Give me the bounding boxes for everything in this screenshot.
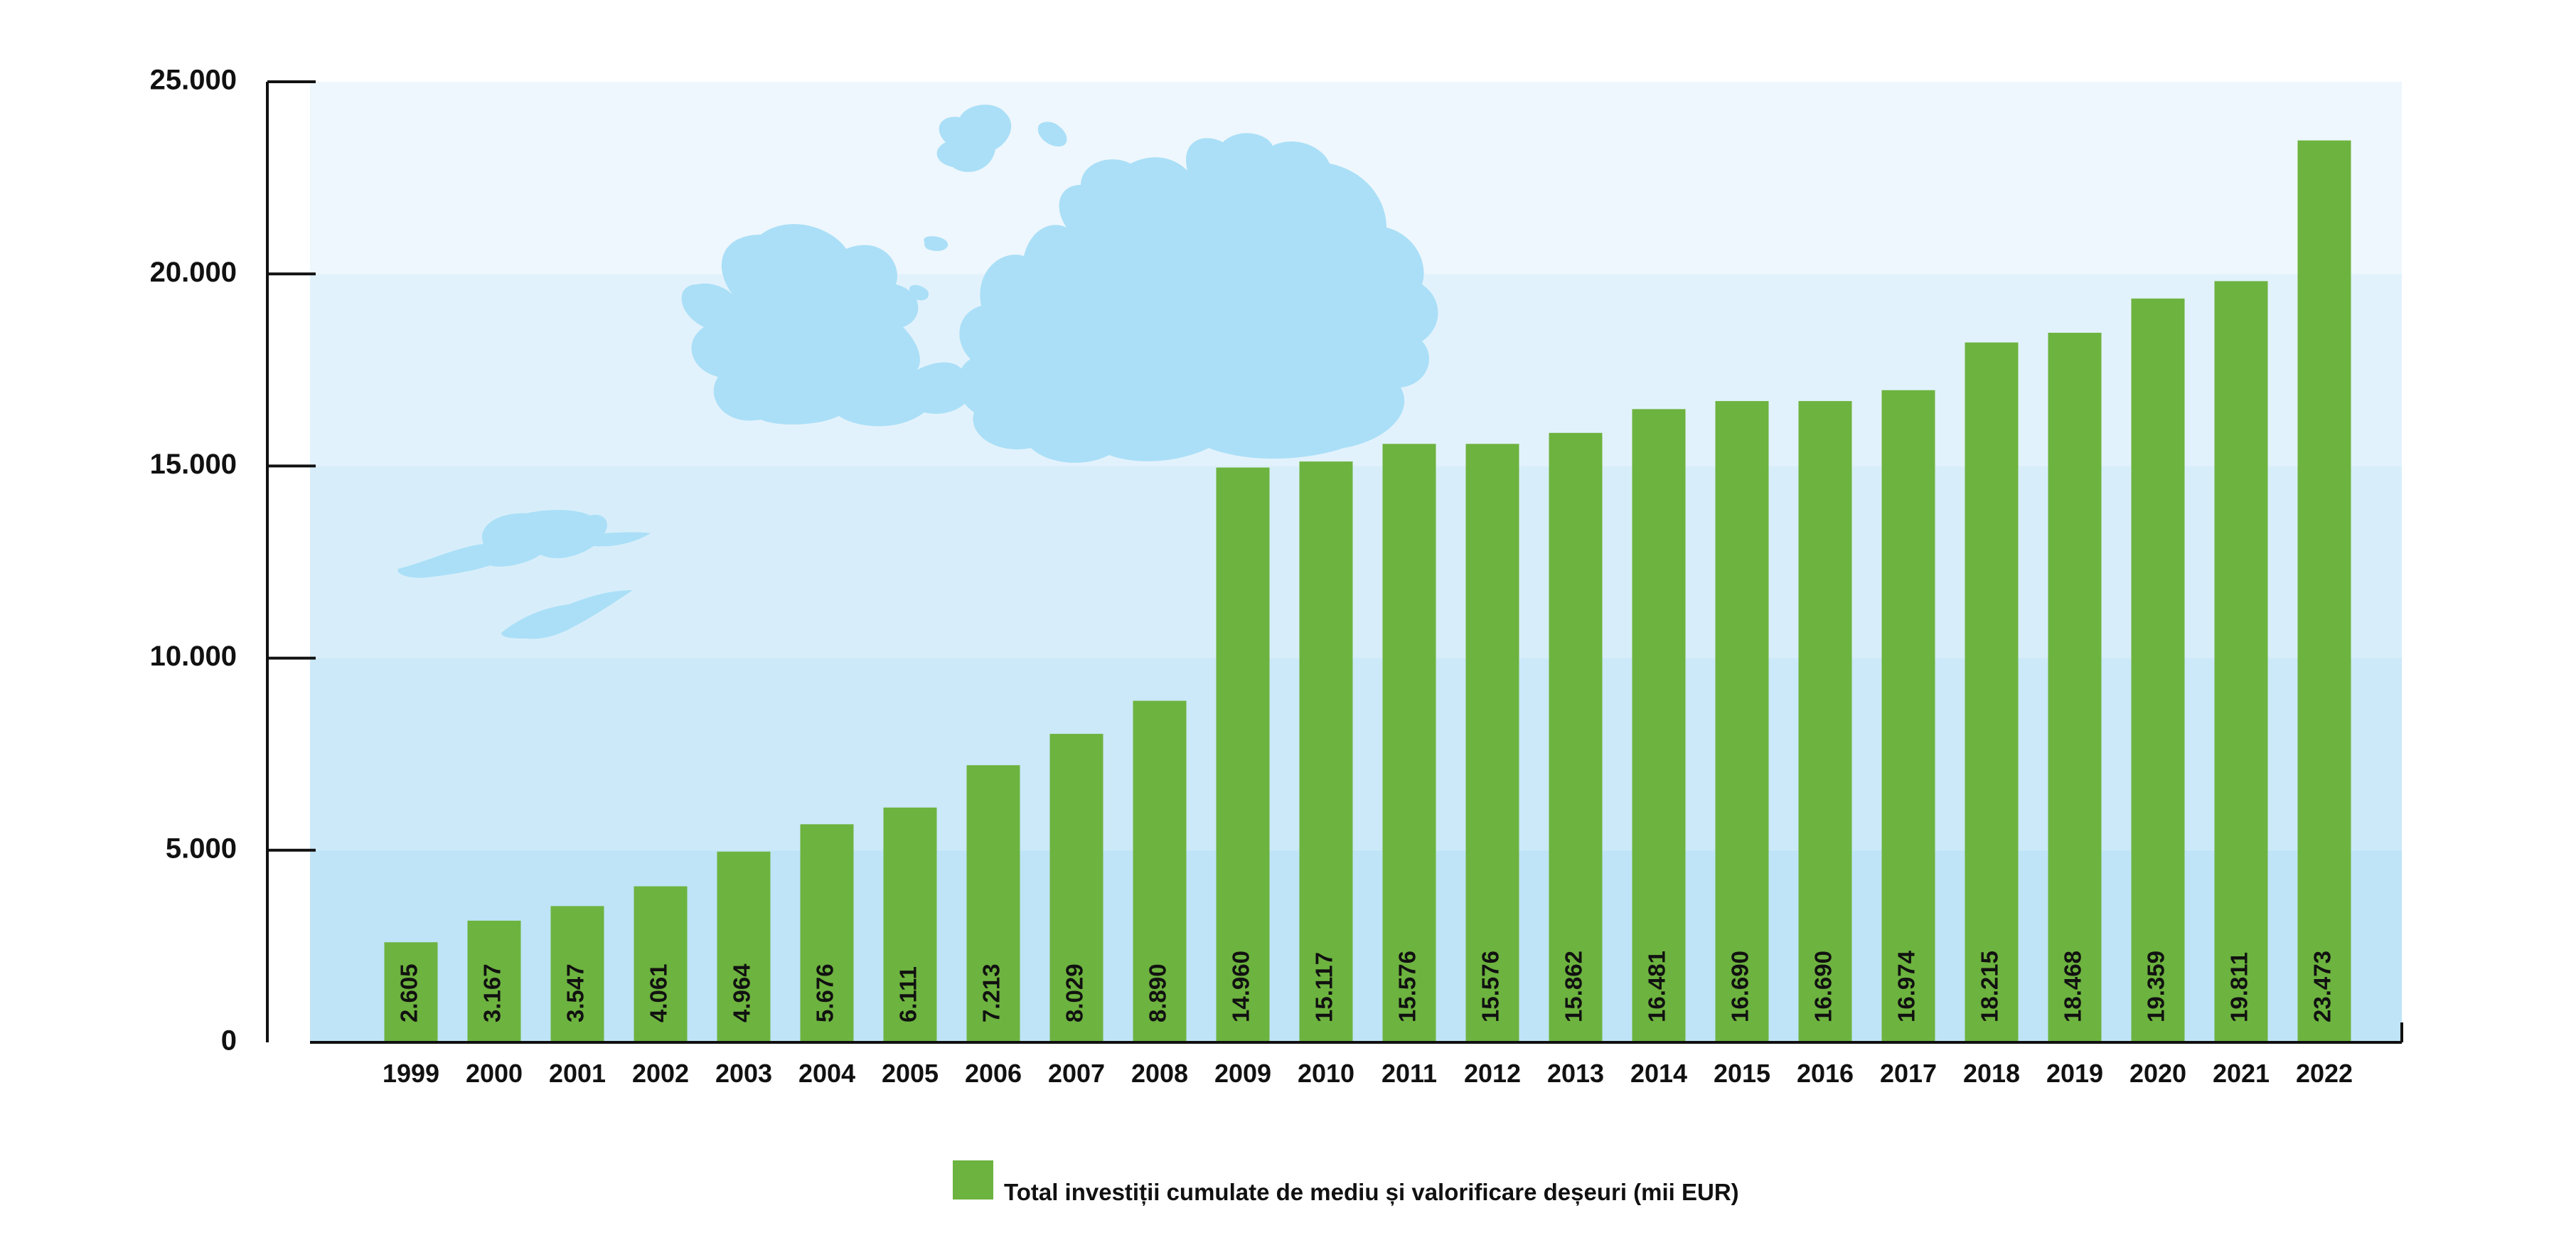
y-tick-label: 10.000	[150, 641, 237, 672]
bar-value-label: 18.215	[1977, 951, 2003, 1022]
cloud-decoration	[397, 105, 1438, 639]
bar	[883, 807, 937, 1042]
bar-value-label: 3.167	[479, 963, 506, 1022]
x-axis-tick-labels: 1999 2000 2001 2002 2003 2004 2005 2006 2007 2008…	[383, 1059, 2353, 1088]
cloud-small-left	[397, 510, 651, 578]
cloud-speck-5	[1222, 228, 1251, 249]
bar	[2048, 332, 2102, 1043]
x-tick-label: 2016	[1797, 1059, 1854, 1088]
bar	[384, 942, 438, 1042]
x-tick-label: 1999	[383, 1059, 439, 1088]
bar-value-label: 7.213	[978, 963, 1005, 1022]
bar	[1549, 432, 1603, 1042]
cloud-shape-top	[936, 105, 1012, 172]
bar	[1632, 409, 1686, 1042]
bar-value-label: 15.576	[1477, 951, 1504, 1022]
y-axis-tick-labels: 0 5.000 10.000 15.000 20.000 25.000	[150, 65, 237, 1057]
bars-group	[384, 140, 2351, 1043]
x-tick-label: 2005	[882, 1059, 939, 1088]
bar-value-label: 4.061	[646, 963, 672, 1022]
bar	[467, 920, 521, 1042]
bar-value-label: 8.029	[1062, 963, 1088, 1022]
y-tick-label: 20.000	[150, 257, 237, 288]
x-tick-label: 2008	[1131, 1059, 1188, 1088]
bar	[966, 765, 1020, 1042]
bar	[1299, 461, 1353, 1042]
bar	[1216, 467, 1270, 1042]
bar-value-label: 14.960	[1228, 951, 1254, 1022]
bar-value-label: 2.605	[396, 963, 422, 1022]
bar-value-label: 15.117	[1311, 952, 1337, 1022]
bar	[1715, 401, 1769, 1042]
legend-label: Total investiții cumulate de mediu și va…	[1004, 1179, 1739, 1206]
cloud-wisp-left	[501, 590, 633, 639]
x-tick-label: 2013	[1547, 1059, 1604, 1088]
x-tick-label: 2017	[1880, 1059, 1937, 1088]
x-tick-label: 2002	[632, 1059, 689, 1088]
bar	[1049, 734, 1103, 1042]
bar-value-label: 15.576	[1394, 951, 1421, 1022]
x-tick-label: 2009	[1214, 1059, 1271, 1088]
bar	[634, 886, 688, 1042]
bar-value-label: 4.964	[729, 963, 755, 1022]
bar	[1798, 401, 1852, 1042]
bar	[800, 824, 854, 1042]
cloud-speck-3	[909, 284, 929, 301]
x-tick-label: 2020	[2129, 1059, 2186, 1088]
x-tick-label: 2012	[1464, 1059, 1521, 1088]
bar	[1133, 700, 1187, 1042]
bar	[1881, 390, 1935, 1042]
x-tick-label: 2001	[549, 1059, 606, 1088]
legend-swatch	[953, 1160, 993, 1199]
bar	[1465, 444, 1519, 1042]
bar-value-label: 6.111	[895, 966, 921, 1022]
x-tick-label: 2004	[798, 1059, 855, 1088]
y-tick-label: 0	[221, 1025, 237, 1057]
x-tick-label: 2000	[466, 1059, 523, 1088]
x-tick-label: 2014	[1630, 1059, 1687, 1088]
x-tick-label: 2019	[2046, 1059, 2103, 1088]
bar-value-label: 18.468	[2060, 951, 2086, 1022]
bar-value-label: 16.481	[1644, 951, 1670, 1022]
bar-value-label: 19.811	[2226, 952, 2252, 1022]
cloud-shape-main	[957, 133, 1438, 463]
bar-value-label: 19.359	[2143, 951, 2169, 1022]
bar	[1965, 342, 2019, 1043]
bar-value-label: 8.890	[1145, 963, 1171, 1022]
bar-value-labels: 2.605 3.167 3.547 4.061 4.964 5.676 6.111 7.213…	[396, 950, 2336, 1022]
bar-value-label: 16.690	[1727, 951, 1753, 1022]
bar	[2297, 140, 2351, 1043]
legend: Total investiții cumulate de mediu și va…	[953, 1160, 1739, 1206]
bar-value-label: 5.676	[812, 963, 838, 1022]
x-tick-label: 2018	[1963, 1059, 2020, 1088]
x-tick-label: 2006	[965, 1059, 1022, 1088]
bar-value-label: 16.974	[1893, 950, 1920, 1022]
y-tick-label: 25.000	[150, 65, 237, 96]
cloud-speck-1	[1037, 122, 1067, 146]
x-tick-label: 2015	[1714, 1059, 1770, 1088]
x-tick-label: 2003	[715, 1059, 772, 1088]
bar-value-label: 3.547	[562, 963, 589, 1022]
x-tick-label: 2022	[2296, 1059, 2353, 1088]
y-tick-label: 15.000	[150, 449, 237, 480]
cloud-speck-2	[924, 236, 948, 252]
bar	[717, 851, 771, 1042]
x-tick-label: 2007	[1048, 1059, 1105, 1088]
bar	[2131, 298, 2185, 1043]
bar	[2214, 281, 2268, 1042]
bar	[1382, 444, 1436, 1042]
cloud-shape-large	[681, 224, 971, 427]
bar-value-label: 16.690	[1810, 951, 1837, 1022]
bar-value-label: 23.473	[2309, 951, 2336, 1022]
axes	[266, 80, 2403, 1044]
x-tick-label: 2021	[2213, 1059, 2270, 1088]
x-tick-label: 2011	[1381, 1059, 1437, 1088]
bar	[550, 906, 604, 1042]
bar-value-label: 15.862	[1561, 951, 1587, 1022]
x-tick-label: 2010	[1298, 1059, 1354, 1088]
y-tick-label: 5.000	[166, 833, 237, 864]
cloud-speck-4	[796, 290, 825, 308]
